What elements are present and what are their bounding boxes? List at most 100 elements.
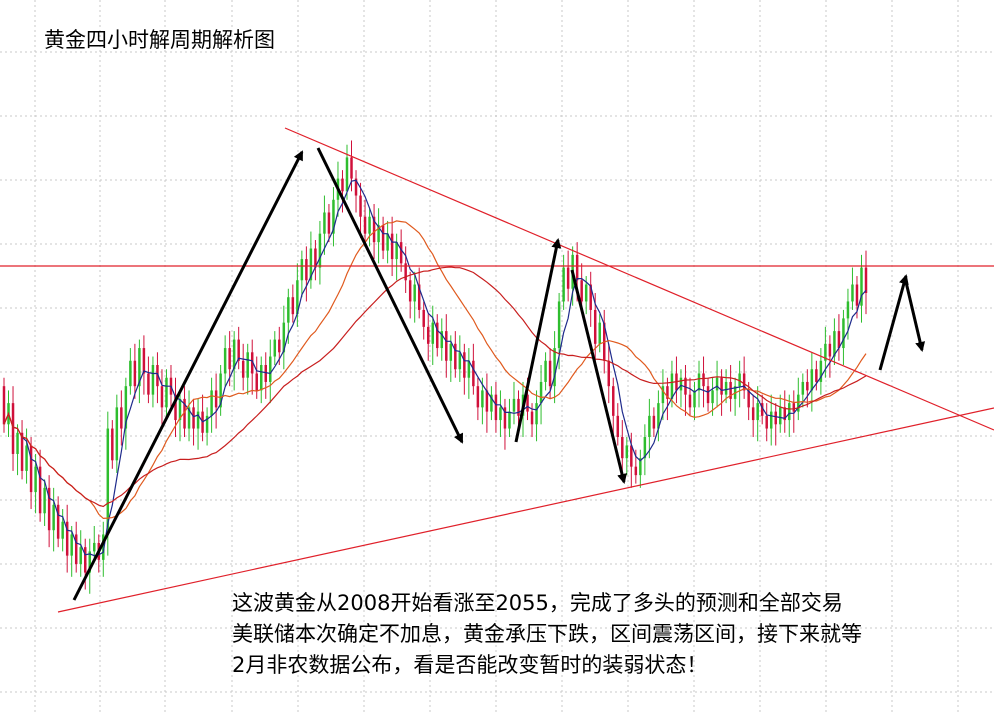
candle-down <box>83 547 87 573</box>
candle-up <box>801 381 805 395</box>
candle-down <box>864 267 868 293</box>
candle-up <box>246 352 249 378</box>
candle-up <box>34 466 37 493</box>
candle-down <box>381 225 385 251</box>
candle-down <box>241 360 245 378</box>
candle-up <box>449 343 453 361</box>
candle-down <box>250 352 254 374</box>
candle-down <box>445 331 448 361</box>
candle-up <box>539 381 543 404</box>
candle-up <box>368 216 371 234</box>
candle-down <box>688 394 692 408</box>
commentary-line: 美联储本次确定不加息，黄金承压下跌，区间震荡区间，接下来就等 <box>232 622 862 646</box>
commentary-text: 这波黄金从2008开始看涨至2055，完成了多头的预测和全部交易 美联储本次确定… <box>232 588 972 681</box>
candle-down <box>454 343 457 370</box>
candle-up <box>332 199 335 234</box>
candle-down <box>837 331 841 349</box>
candle-up <box>797 394 800 412</box>
candle-up <box>810 369 814 391</box>
candle-down <box>720 377 723 395</box>
candle-down <box>350 157 353 179</box>
candle-up <box>788 403 791 421</box>
candle-down <box>806 381 809 391</box>
candle-up <box>210 390 213 416</box>
candle-down <box>476 386 480 408</box>
candle-up <box>711 390 714 404</box>
candle-down <box>630 445 633 467</box>
candle-down <box>11 403 15 454</box>
candle-down <box>621 437 624 459</box>
candle-down <box>291 297 295 315</box>
candle-down <box>363 216 367 234</box>
candle-up <box>52 504 55 531</box>
candle-up <box>282 322 286 353</box>
candle-down <box>593 309 597 344</box>
candle-up <box>458 352 462 370</box>
candle-up <box>440 331 444 349</box>
annotation-layer <box>0 127 994 613</box>
chart-title: 黄金四小时解周期解析图 <box>44 28 275 52</box>
candle-down <box>828 343 832 357</box>
candle-down <box>404 263 407 281</box>
candle-down <box>408 280 412 302</box>
candle-up <box>43 487 46 514</box>
arrow-down-forecast <box>904 281 926 352</box>
candle-down <box>684 377 687 395</box>
candle-up <box>287 297 290 323</box>
candle-up <box>16 432 19 454</box>
candle-down <box>327 212 331 234</box>
candle-down <box>38 466 42 514</box>
candle-up <box>625 445 629 459</box>
candle-down <box>183 398 186 429</box>
candle-down <box>156 365 159 387</box>
candle-up <box>386 233 389 251</box>
candle-up <box>598 322 601 344</box>
candle-down <box>526 394 529 412</box>
candle-down <box>417 284 421 310</box>
candle-up <box>318 233 322 268</box>
candle-down <box>463 352 466 378</box>
candle-up <box>842 318 845 349</box>
candle-up <box>846 301 850 319</box>
candle-down <box>2 386 6 425</box>
candle-down <box>472 360 475 387</box>
candle-down <box>359 195 362 217</box>
candle-down <box>503 407 507 429</box>
candle-down <box>760 403 764 416</box>
candle-down <box>751 407 755 421</box>
candle-down <box>548 360 552 387</box>
candle-up <box>61 521 64 539</box>
candle-up <box>693 390 696 408</box>
candle-up <box>196 411 200 429</box>
candle-up <box>345 157 349 192</box>
candle-down <box>634 466 638 476</box>
candle-up <box>715 377 719 391</box>
candle-down <box>607 360 610 387</box>
candle-up <box>138 348 141 387</box>
candle-down <box>29 445 33 493</box>
candle-down <box>494 394 498 421</box>
candle-down <box>815 369 818 382</box>
candle-up <box>309 248 313 281</box>
candle-up <box>860 267 863 306</box>
candle-up <box>115 407 119 461</box>
candle-down <box>214 390 218 408</box>
candle-down <box>612 386 615 416</box>
arrow-up-1 <box>72 150 304 601</box>
candle-up <box>648 415 651 438</box>
candle-down <box>855 284 859 306</box>
candle-down <box>652 415 656 429</box>
candle-down <box>133 360 137 387</box>
candle-up <box>724 381 728 395</box>
arrow-down-2 <box>570 269 627 484</box>
candle-down <box>65 521 69 556</box>
candle-down <box>783 407 787 421</box>
candle-up <box>205 415 209 433</box>
candle-down <box>142 348 146 374</box>
arrow-down-1 <box>316 147 464 444</box>
candle-down <box>47 487 51 531</box>
candle-up <box>851 284 854 302</box>
candle-down <box>56 504 60 539</box>
